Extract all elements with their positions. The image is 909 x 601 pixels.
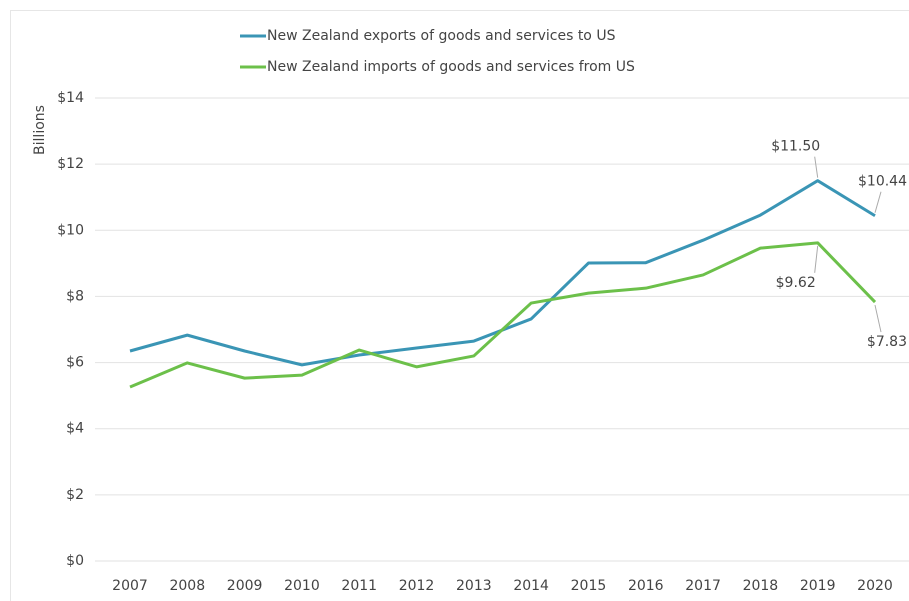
data-label: $9.62 <box>776 275 816 291</box>
data-label: $7.83 <box>867 334 907 350</box>
label-leader <box>874 304 882 333</box>
x-tick-label: 2008 <box>169 578 205 594</box>
y-tick-label: $8 <box>66 288 84 304</box>
y-tick-label: $10 <box>57 222 84 238</box>
x-tick-label: 2017 <box>685 578 721 594</box>
x-tick-label: 2014 <box>513 578 549 594</box>
y-axis-label: Billions <box>32 105 48 155</box>
y-tick-label: $2 <box>66 487 84 503</box>
x-tick-label: 2009 <box>227 578 263 594</box>
x-tick-label: 2016 <box>628 578 664 594</box>
x-tick-label: 2010 <box>284 578 320 594</box>
x-tick-label: 2011 <box>341 578 377 594</box>
y-tick-label: $4 <box>66 421 84 437</box>
data-label: $11.50 <box>771 139 820 155</box>
x-tick-label: 2020 <box>857 578 893 594</box>
series-line <box>129 179 876 367</box>
y-tick-label: $14 <box>57 90 84 106</box>
series-line <box>129 241 877 389</box>
x-tick-label: 2013 <box>456 578 492 594</box>
x-tick-label: 2015 <box>571 578 607 594</box>
data-label: $10.44 <box>858 174 907 190</box>
legend-label: New Zealand exports of goods and service… <box>267 28 616 44</box>
y-tick-label: $6 <box>66 355 84 371</box>
x-tick-label: 2007 <box>112 578 148 594</box>
x-tick-label: 2018 <box>743 578 779 594</box>
label-leader <box>814 245 819 273</box>
legend-label: New Zealand imports of goods and service… <box>267 59 635 75</box>
label-leader <box>874 191 882 213</box>
chart-border <box>10 10 909 601</box>
x-tick-label: 2019 <box>800 578 836 594</box>
label-leader <box>814 156 819 178</box>
x-tick-label: 2012 <box>399 578 435 594</box>
y-tick-label: $12 <box>57 156 84 172</box>
y-tick-label: $0 <box>66 553 84 569</box>
